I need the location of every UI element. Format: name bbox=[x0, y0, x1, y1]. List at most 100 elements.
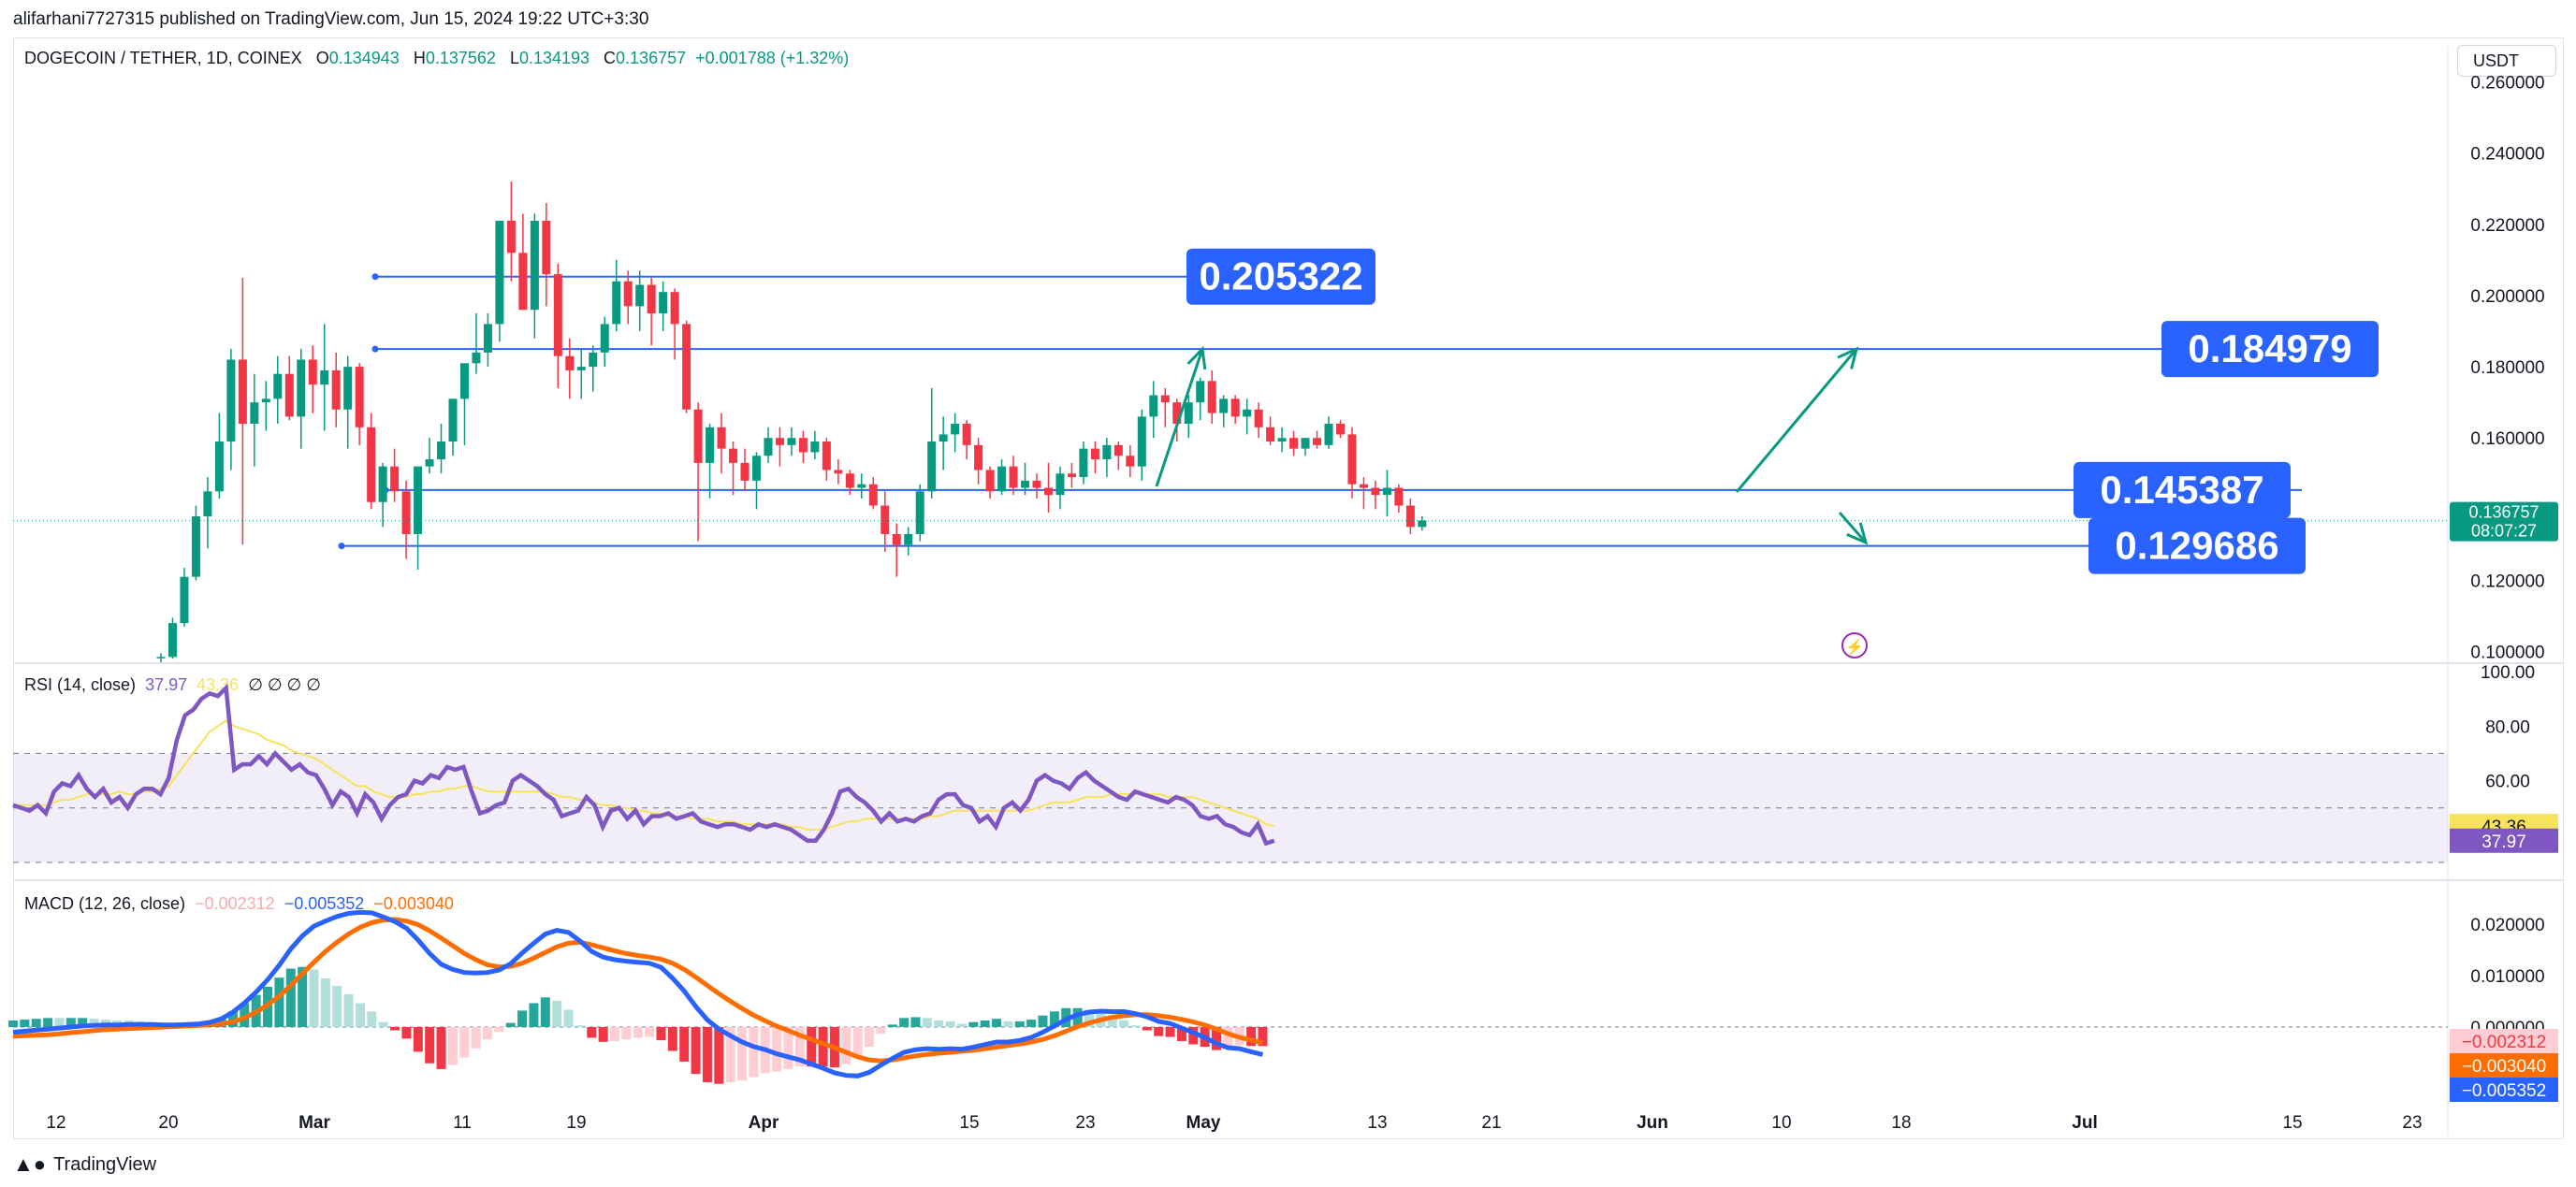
candle-body bbox=[1090, 448, 1099, 460]
candle-body bbox=[880, 505, 890, 534]
candle-body bbox=[1335, 423, 1345, 435]
close-label: C bbox=[604, 49, 617, 67]
price-tick-label: 0.240000 bbox=[2470, 145, 2544, 165]
symbol-legend: DOGECOIN / TETHER, 1D, COINEX O0.134943 … bbox=[24, 49, 849, 68]
macd-line bbox=[12, 909, 1264, 1078]
macd-histogram-bar bbox=[482, 1027, 492, 1040]
candle-body bbox=[612, 281, 621, 325]
low-label: L bbox=[509, 49, 519, 67]
level-label-box bbox=[2074, 461, 2291, 518]
candle-body bbox=[798, 438, 808, 453]
macd-histogram-bar bbox=[968, 1021, 979, 1027]
macd-histogram-bar bbox=[679, 1027, 690, 1062]
candle-body bbox=[904, 533, 913, 545]
date-tick-label: 11 bbox=[453, 1113, 472, 1133]
candle-body bbox=[623, 281, 633, 307]
change-value: +0.001788 (+1.32%) bbox=[695, 49, 850, 67]
macd-badge-label: −0.005352 bbox=[2462, 1081, 2546, 1101]
rsi-tick-label: 80.00 bbox=[2485, 717, 2530, 737]
candle-body bbox=[542, 221, 551, 275]
macd-histogram-bar bbox=[633, 1027, 643, 1038]
date-tick-label: 15 bbox=[2282, 1113, 2302, 1133]
macd-histogram-bar bbox=[841, 1027, 851, 1064]
candle-body bbox=[273, 373, 283, 399]
macd-signal-line bbox=[12, 917, 1264, 1064]
macd-histogram-bar bbox=[54, 1018, 65, 1027]
level-label-text: 0.205322 bbox=[1199, 254, 1362, 298]
candle-body bbox=[191, 515, 200, 577]
candle-body bbox=[565, 355, 575, 370]
macd-histogram-bar bbox=[8, 1020, 18, 1027]
macd-histogram-bar bbox=[945, 1021, 955, 1027]
candle-body bbox=[1394, 487, 1404, 506]
macd-histogram-bar bbox=[621, 1027, 632, 1040]
macd-histogram-bar bbox=[1223, 1027, 1233, 1049]
candle-body bbox=[320, 369, 329, 385]
macd-histogram-bar bbox=[667, 1027, 677, 1051]
macd-histogram-bar bbox=[540, 997, 550, 1027]
candle-body bbox=[635, 284, 645, 307]
level-label-text: 0.145387 bbox=[2100, 468, 2263, 512]
macd-histogram-bar bbox=[436, 1027, 446, 1069]
macd-signal-value: −0.003040 bbox=[373, 894, 454, 913]
macd-histogram-bar bbox=[794, 1027, 805, 1067]
rsi-name: RSI (14, close) bbox=[24, 675, 137, 694]
macd-histogram-bar bbox=[227, 1011, 238, 1027]
arrow-up-2-head bbox=[1837, 346, 1859, 369]
rsi-badge-label: 37.97 bbox=[2481, 832, 2526, 852]
footer: ▲● TradingView bbox=[13, 1152, 156, 1177]
candle-body bbox=[1172, 402, 1182, 424]
candle-body bbox=[1149, 395, 1158, 417]
level-label-box bbox=[2088, 517, 2306, 574]
candle-body bbox=[1277, 438, 1287, 442]
macd-histogram-bar bbox=[899, 1018, 910, 1027]
candle-body bbox=[250, 402, 259, 424]
macd-histogram-bar bbox=[852, 1027, 863, 1058]
macd-histogram-bar bbox=[505, 1022, 516, 1027]
candle-body bbox=[343, 367, 353, 410]
candle-body bbox=[576, 367, 586, 370]
published-header: alifarhani7727315 published on TradingVi… bbox=[13, 9, 649, 29]
macd-tick-label: 0.020000 bbox=[2470, 916, 2544, 935]
macd-histogram-bar bbox=[725, 1027, 735, 1082]
rsi-ma-line bbox=[13, 719, 1275, 831]
macd-histogram-bar bbox=[992, 1019, 1002, 1027]
macd-histogram-bar bbox=[78, 1018, 88, 1027]
open-value: 0.134943 bbox=[328, 49, 400, 67]
macd-histogram-bar bbox=[887, 1024, 897, 1027]
candle-body bbox=[355, 367, 364, 427]
candle-body bbox=[717, 427, 726, 449]
macd-histogram-bar bbox=[285, 968, 296, 1027]
level-label-text: 0.184979 bbox=[2188, 326, 2351, 370]
candle-body bbox=[857, 484, 866, 488]
candle-body bbox=[1196, 381, 1205, 403]
candle-body bbox=[367, 427, 376, 502]
candle-body bbox=[1324, 423, 1333, 445]
macd-histogram-bar bbox=[1038, 1015, 1048, 1027]
macd-histogram-bar bbox=[563, 1009, 574, 1027]
candle-body bbox=[390, 466, 400, 492]
candle-body bbox=[751, 456, 761, 481]
macd-histogram-bar bbox=[922, 1018, 932, 1027]
macd-histogram-bar bbox=[20, 1020, 30, 1027]
macd-histogram-bar bbox=[1154, 1027, 1164, 1036]
macd-histogram-bar bbox=[413, 1027, 423, 1052]
rsi-value: 37.97 bbox=[145, 675, 188, 694]
macd-histogram-bar bbox=[320, 978, 330, 1027]
rsi-hidden-icons[interactable]: ∅ ∅ ∅ ∅ bbox=[248, 675, 321, 694]
chart-frame bbox=[13, 37, 2564, 1139]
currency-button[interactable]: USDT bbox=[2457, 45, 2556, 77]
macd-histogram-bar bbox=[459, 1027, 470, 1058]
macd-histogram-bar bbox=[298, 966, 308, 1027]
macd-histogram-bar bbox=[1072, 1007, 1083, 1027]
high-value: 0.137562 bbox=[425, 49, 496, 67]
date-tick-label: 10 bbox=[1771, 1113, 1791, 1133]
candle-body bbox=[1043, 487, 1053, 496]
date-tick-label: Jun bbox=[1637, 1113, 1668, 1133]
open-label: O bbox=[315, 49, 329, 67]
macd-histogram-bar bbox=[656, 1027, 666, 1041]
candle-body bbox=[1032, 480, 1041, 488]
date-tick-label: 19 bbox=[566, 1113, 586, 1133]
macd-histogram-bar bbox=[1026, 1020, 1037, 1027]
